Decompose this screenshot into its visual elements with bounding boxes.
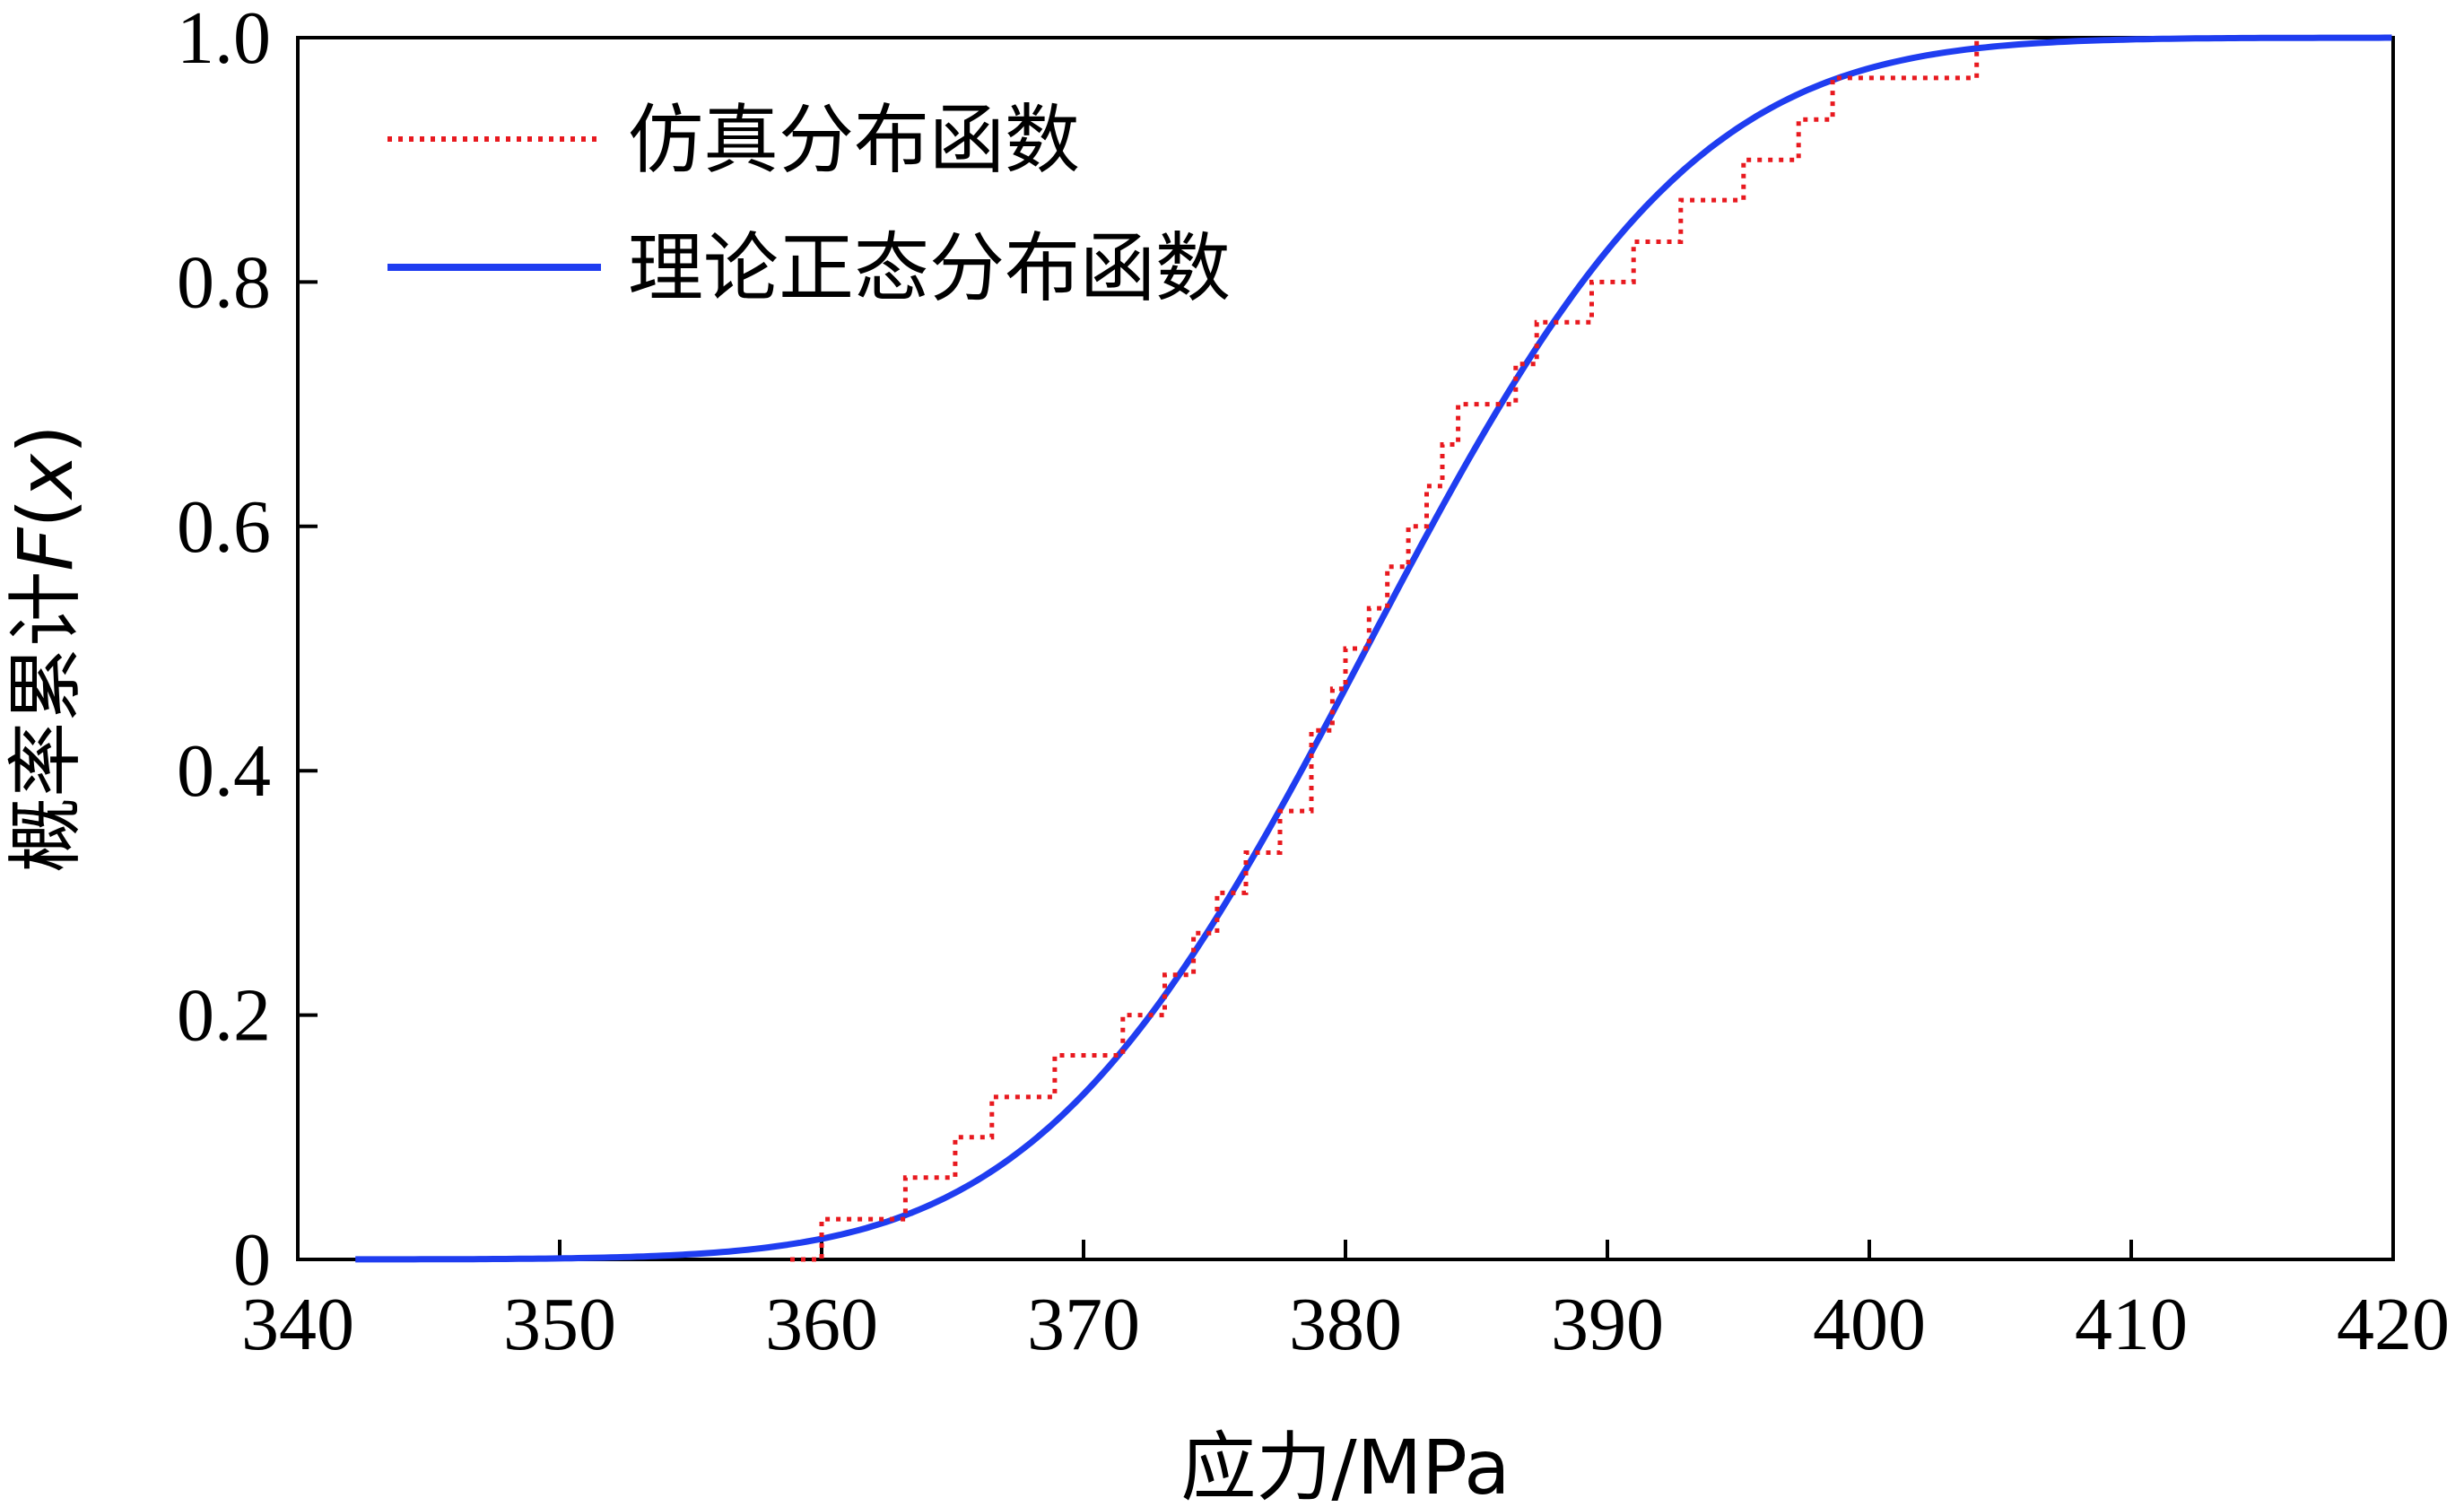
y-axis-label-close: ) (2, 424, 90, 454)
y-axis-label-func: F (2, 527, 90, 571)
x-tick-label: 350 (503, 1283, 616, 1366)
y-axis-label-var: x (2, 453, 90, 501)
series-group (355, 34, 2392, 1263)
y-tick-label: 0.4 (177, 729, 271, 813)
x-tick-label: 410 (2075, 1283, 2188, 1366)
legend-label-theoretical: 理论正态分布函数 (628, 224, 1231, 312)
y-tick-label: 0.8 (177, 240, 271, 324)
legend: 仿真分布函数 理论正态分布函数 (387, 96, 1231, 312)
y-tick-label: 0.2 (177, 974, 271, 1058)
y-axis: 0 0.2 0.4 0.6 0.8 1.0 (177, 0, 318, 1302)
series-line-theoretical (355, 34, 2392, 1263)
y-tick-label: 1.0 (177, 0, 271, 80)
series-line-simulated (790, 38, 1980, 1262)
y-tick-label: 0.6 (177, 485, 271, 569)
y-axis-label: 概率累计F(x) (2, 424, 90, 873)
x-axis-label: 应力/MPa (1180, 1424, 1510, 1507)
x-tick-label: 360 (765, 1283, 878, 1366)
y-axis-label-prefix: 概率累计 (2, 571, 90, 873)
x-tick-label: 400 (1813, 1283, 1926, 1366)
x-tick-label: 390 (1551, 1283, 1664, 1366)
legend-label-simulated: 仿真分布函数 (628, 96, 1080, 184)
y-tick-label: 0 (233, 1218, 271, 1302)
x-tick-label: 420 (2337, 1283, 2450, 1366)
x-tick-label: 370 (1027, 1283, 1140, 1366)
y-axis-label-open: ( (2, 499, 90, 528)
plot-area: 340 350 360 370 380 390 400 410 420 0 0.2 0.4 0.6 0.… (177, 0, 2450, 1366)
x-axis: 340 350 360 370 380 390 400 410 420 (241, 1240, 2450, 1366)
x-tick-label: 380 (1289, 1283, 1402, 1366)
x-tick-label: 340 (241, 1283, 354, 1366)
